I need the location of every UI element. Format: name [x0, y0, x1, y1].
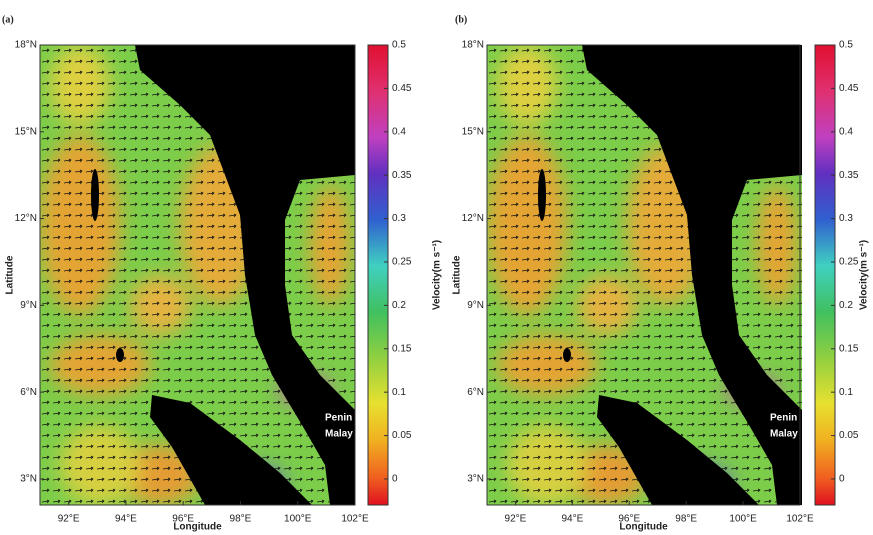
colorbar-tick-label: 0.15: [392, 343, 412, 354]
y-tick-label: 9°N: [20, 300, 37, 311]
land-label: Penin: [325, 413, 352, 424]
panel-label: (a): [2, 14, 14, 25]
y-tick-label: 3°N: [20, 474, 37, 485]
colorbar-tick-label: 0: [392, 474, 398, 485]
colorbar-tick-label: 0.25: [839, 257, 859, 268]
colorbar-title: Velocity(m s⁻¹): [432, 240, 443, 310]
x-tick-label: 102°E: [786, 514, 814, 525]
colorbar-tick-label: 0.2: [839, 300, 853, 311]
y-tick-label: 3°N: [467, 474, 484, 485]
colorbar-tick-label: 0.25: [392, 257, 412, 268]
y-tick-label: 18°N: [15, 40, 37, 51]
land-label: Malay: [325, 429, 353, 440]
x-axis-title: Longitude: [619, 522, 668, 533]
colorbar-tick-label: 0.15: [839, 343, 859, 354]
y-tick-label: 12°N: [15, 213, 37, 224]
colorbar-tick-label: 0.45: [839, 83, 859, 94]
colorbar-tick-label: 0.05: [839, 430, 859, 441]
land-label: Malay: [770, 429, 798, 440]
colorbar-tick-label: 0.4: [392, 126, 406, 137]
colorbar: [367, 44, 389, 506]
y-tick-label: 15°N: [462, 126, 484, 137]
x-tick-label: 98°E: [230, 514, 252, 525]
colorbar-tick-label: 0.3: [392, 213, 406, 224]
colorbar-tick-label: 0.05: [392, 430, 412, 441]
x-tick-label: 94°E: [115, 514, 137, 525]
panels: (a) 92°E 94°E 96°E 98°E 100°E 102°E 3°N 6°N 9°N 12…: [2, 14, 870, 532]
colorbar-tick-label: 0.3: [839, 213, 853, 224]
colorbar-tick-label: 0.5: [839, 40, 853, 51]
x-tick-label: 100°E: [729, 514, 757, 525]
y-tick-label: 18°N: [462, 40, 484, 51]
colorbar-tick-label: 0: [839, 474, 845, 485]
x-tick-label: 102°E: [341, 514, 369, 525]
y-tick-label: 6°N: [20, 387, 37, 398]
x-tick-label: 96°E: [618, 514, 640, 525]
x-tick-label: 94°E: [561, 514, 583, 525]
colorbar-tick-label: 0.1: [392, 387, 406, 398]
colorbar: [814, 44, 836, 506]
x-axis-title: Longitude: [173, 522, 222, 533]
y-axis-title: Latitude: [5, 255, 16, 294]
y-tick-label: 9°N: [467, 300, 484, 311]
colorbar-title: Velocity(m s⁻¹): [859, 240, 870, 310]
colorbar-tick-label: 0.1: [839, 387, 853, 398]
colorbar-tick-label: 0.45: [392, 83, 412, 94]
y-tick-label: 15°N: [15, 126, 37, 137]
y-tick-label: 6°N: [467, 387, 484, 398]
plot-frame: [486, 44, 801, 506]
x-tick-label: 92°E: [505, 514, 527, 525]
colorbar-tick-label: 0.35: [839, 170, 859, 181]
land-label: Penin: [770, 413, 797, 424]
colorbar-tick-label: 0.35: [392, 170, 412, 181]
x-tick-label: 96°E: [172, 514, 194, 525]
x-tick-label: 92°E: [58, 514, 80, 525]
y-axis-title: Latitude: [452, 255, 463, 294]
y-tick-label: 12°N: [462, 213, 484, 224]
panel-label: (b): [455, 14, 467, 25]
colorbar-tick-label: 0.5: [392, 40, 406, 51]
x-tick-label: 100°E: [284, 514, 312, 525]
x-tick-label: 98°E: [675, 514, 697, 525]
colorbar-tick-label: 0.2: [392, 300, 406, 311]
colorbar-tick-label: 0.4: [839, 126, 853, 137]
plot-frame: [39, 44, 356, 506]
